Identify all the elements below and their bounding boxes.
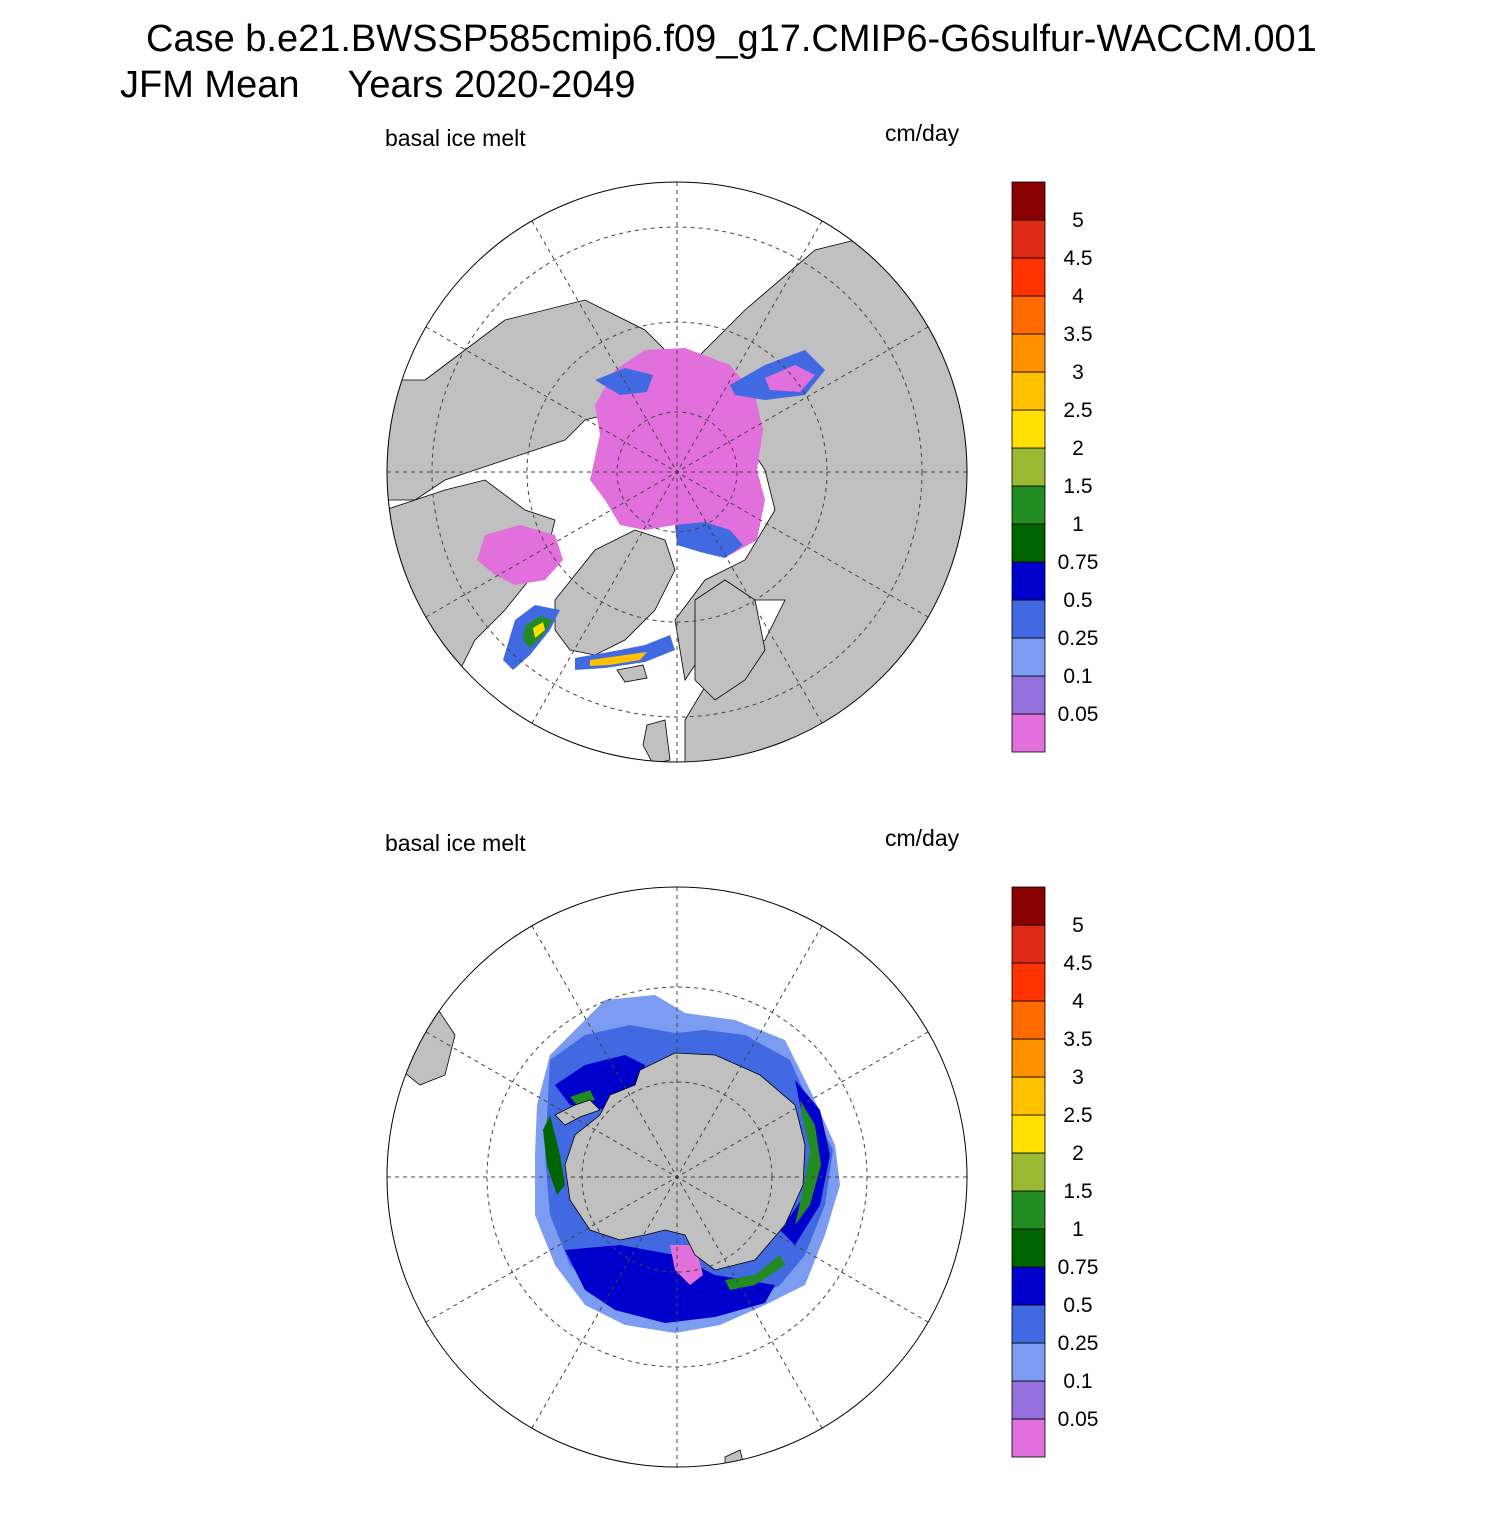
coastal-ice-green-west [543, 1115, 565, 1195]
colorbar-south: 0.05 0.1 0.25 0.5 0.75 1 1.5 2 2.5 3 3.5 4 4.5 5 [1011, 886, 1099, 1458]
coastal-ice-band-east [780, 1080, 830, 1245]
colorbar-tick-label: 3 [1072, 361, 1084, 384]
colorbar-tick-label: 4 [1072, 285, 1084, 308]
colorbar-tick-label: 0.05 [1058, 703, 1099, 726]
map-boundary-north [386, 181, 968, 763]
colorbar-tick-label: 2.5 [1063, 399, 1092, 422]
colorbar-tick-label: 2.5 [1063, 1104, 1092, 1127]
coastal-ice-green-south [725, 1255, 785, 1290]
variable-label-north: basal ice melt [385, 125, 526, 151]
colorbar-swatch [1011, 447, 1046, 487]
colorbar-labels-south: 0.05 0.1 0.25 0.5 0.75 1 1.5 2 2.5 3 3.5 4 4.5 5 [1058, 914, 1099, 1431]
arctic-panel: basal ice melt cm/day [0, 110, 1500, 810]
colorbar-tick-label: 0.75 [1058, 551, 1099, 574]
colorbar-tick-label: 1.5 [1063, 1180, 1092, 1203]
colorbar-tick-label: 0.25 [1058, 627, 1099, 650]
greenland-sea-ice-peak [590, 652, 647, 666]
figure-title-period: JFM Mean Years 2020-2049 [120, 64, 636, 107]
colorbar-swatch [1011, 924, 1046, 964]
colorbar-swatch [1011, 1380, 1046, 1420]
scandinavia-land [694, 579, 766, 701]
colorbar-swatch [1011, 599, 1046, 639]
colorbar-swatch [1011, 295, 1046, 335]
colorbar-tick-label: 5 [1072, 209, 1084, 232]
colorbar-tick-label: 4 [1072, 990, 1084, 1013]
iceland-land [616, 664, 648, 683]
colorbar-north: 0.05 0.1 0.25 0.5 0.75 1 1.5 2 2.5 3 3.5 4 4.5 5 [1011, 181, 1099, 753]
colorbar-tick-label: 3 [1072, 1066, 1084, 1089]
colorbar-swatch [1011, 675, 1046, 715]
colorbar-tick-label: 0.1 [1063, 1370, 1092, 1393]
colorbar-swatch [1011, 409, 1046, 449]
colorbar-tick-label: 1.5 [1063, 475, 1092, 498]
colorbar-tick-label: 1 [1072, 1218, 1084, 1241]
greenland-land [554, 529, 676, 656]
colorbar-tick-label: 0.05 [1058, 1408, 1099, 1431]
lat-lon-grid-south [387, 887, 967, 1467]
colorbar-swatch [1011, 181, 1046, 221]
units-label-south: cm/day [885, 825, 960, 851]
basal-melt-field-north [477, 348, 825, 670]
years-label: Years 2020-2049 [347, 64, 636, 106]
antarctic-polar-map [386, 886, 968, 1468]
colorbar-tick-label: 0.25 [1058, 1332, 1099, 1355]
colorbar-swatch [1011, 523, 1046, 563]
barents-ice-band [675, 522, 743, 558]
colorbar-tick-label: 0.5 [1063, 1294, 1092, 1317]
colorbar-tick-label: 2 [1072, 1142, 1084, 1165]
antarctic-peninsula-land [554, 1099, 601, 1126]
colorbar-tick-label: 0.5 [1063, 589, 1092, 612]
weddell-sea-ice-high [565, 1245, 775, 1323]
colorbar-swatch [1011, 1038, 1046, 1078]
colorbar-swatch [1011, 1152, 1046, 1192]
figure-title-case: Case b.e21.BWSSP585cmip6.f09_g17.CMIP6-G… [146, 18, 1317, 60]
colorbar-swatch [1011, 485, 1046, 525]
colorbar-swatch [1011, 1418, 1046, 1458]
colorbar-swatch [1011, 371, 1046, 411]
colorbar-tick-label: 3.5 [1063, 1028, 1092, 1051]
hudson-bay-ice-lowest [477, 525, 563, 585]
colorbar-tick-label: 1 [1072, 513, 1084, 536]
colorbar-swatch [1011, 637, 1046, 677]
colorbar-tick-label: 3.5 [1063, 323, 1092, 346]
colorbar-swatch [1011, 1076, 1046, 1116]
arctic-polar-map [386, 181, 968, 763]
map-boundary-south [386, 886, 968, 1468]
colorbar-labels-north: 0.05 0.1 0.25 0.5 0.75 1 1.5 2 2.5 3 3.5 4 4.5 5 [1058, 209, 1099, 726]
antarctic-panel: basal ice melt cm/day [0, 815, 1500, 1515]
colorbar-swatch [1011, 886, 1046, 926]
arctic-ocean-ice-lowest [590, 348, 765, 555]
colorbar-swatch [1011, 257, 1046, 297]
variable-label-south: basal ice melt [385, 830, 526, 856]
labrador-ice-peak [533, 622, 545, 638]
colorbar-tick-label: 0.1 [1063, 665, 1092, 688]
colorbar-swatch [1011, 1266, 1046, 1306]
colorbar-swatches-south [1011, 886, 1046, 1458]
colorbar-swatch [1011, 1000, 1046, 1040]
colorbar-swatch [1011, 1304, 1046, 1344]
colorbar-swatch [1011, 962, 1046, 1002]
colorbar-swatch [1011, 1342, 1046, 1382]
colorbar-swatch [1011, 713, 1046, 753]
season-label: JFM Mean [120, 64, 300, 106]
colorbar-swatch [1011, 219, 1046, 259]
coastal-ice-green-east [795, 1100, 821, 1225]
okhotsk-ice-lowest [765, 365, 815, 392]
colorbar-tick-label: 4.5 [1063, 952, 1092, 975]
colorbar-swatch [1011, 1190, 1046, 1230]
units-label-north: cm/day [885, 120, 960, 146]
colorbar-swatches-north [1011, 181, 1046, 753]
colorbar-tick-label: 4.5 [1063, 247, 1092, 270]
colorbar-swatch [1011, 333, 1046, 373]
colorbar-tick-label: 5 [1072, 914, 1084, 937]
lat-lon-grid-north [387, 182, 967, 762]
bering-ice-band [595, 368, 653, 395]
colorbar-swatch [1011, 561, 1046, 601]
colorbar-swatch [1011, 1114, 1046, 1154]
british-isles-land [642, 719, 671, 762]
colorbar-tick-label: 2 [1072, 437, 1084, 460]
colorbar-swatch [1011, 1228, 1046, 1268]
colorbar-tick-label: 0.75 [1058, 1256, 1099, 1279]
